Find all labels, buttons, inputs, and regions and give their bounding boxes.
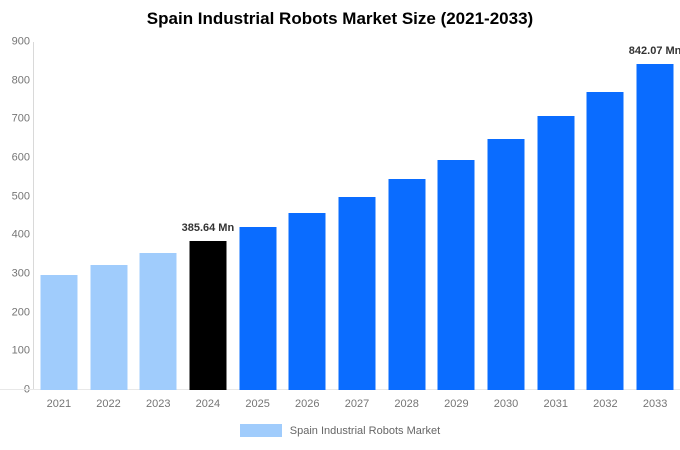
- bar-slot: [481, 42, 531, 390]
- chart-title: Spain Industrial Robots Market Size (202…: [146, 9, 534, 28]
- bar-slot: [531, 42, 581, 390]
- bar-value-label: 385.64 Mn: [181, 221, 235, 234]
- y-tick-label: 100: [11, 344, 30, 357]
- bar-2021[interactable]: [40, 275, 78, 390]
- y-tick-label: 800: [11, 74, 30, 87]
- y-tick-label: 900: [11, 35, 30, 48]
- bar-slot: [581, 42, 631, 390]
- y-tick-label: 0: [0, 384, 30, 396]
- x-axis-label: 2028: [394, 398, 419, 410]
- y-tick-label: 700: [11, 112, 30, 125]
- y-axis: 0 100 200 300 400 500 600 700 800 900: [0, 36, 30, 395]
- bar-value-label: 842.07 Mn: [628, 45, 680, 58]
- bar-2028[interactable]: [388, 178, 426, 390]
- bar-slot: [84, 42, 134, 390]
- x-axis-label: 2024: [195, 398, 221, 410]
- x-axis-label: 2030: [493, 398, 519, 410]
- bar-2024[interactable]: [189, 240, 227, 390]
- bar-2030[interactable]: [487, 139, 525, 390]
- bar-slot: [282, 42, 332, 390]
- bar-2027[interactable]: [338, 196, 376, 390]
- bars: 385.64 Mn 842.07 Mn: [34, 42, 680, 390]
- y-tick-label: 500: [11, 190, 30, 203]
- bar-2029[interactable]: [437, 159, 475, 390]
- x-axis-label: 2022: [96, 398, 121, 410]
- x-axis-label: 2023: [145, 398, 171, 410]
- bar-slot: 385.64 Mn: [181, 42, 235, 390]
- bar-slot: [133, 42, 183, 390]
- y-axis-line: [33, 42, 34, 390]
- y-tick-label: 300: [11, 267, 30, 280]
- bar-2033[interactable]: [636, 64, 674, 390]
- bar-slot: [332, 42, 382, 390]
- y-tick-label: 600: [11, 151, 30, 164]
- y-tick-label: 400: [11, 228, 30, 241]
- bar-slot: [233, 42, 283, 390]
- bar-slot: [432, 42, 482, 390]
- x-axis-label: 2033: [642, 398, 668, 410]
- bar-2022[interactable]: [90, 264, 128, 390]
- bar-slot: [382, 42, 432, 390]
- x-axis-label: 2026: [295, 398, 320, 410]
- legend[interactable]: Spain Industrial Robots Market: [0, 424, 680, 437]
- bar-slot: [34, 42, 84, 390]
- x-axis-label: 2031: [543, 398, 568, 410]
- bar-2026[interactable]: [288, 212, 326, 390]
- legend-label: Spain Industrial Robots Market: [289, 424, 441, 437]
- bar-2025[interactable]: [239, 227, 277, 390]
- bar-2032[interactable]: [586, 91, 624, 390]
- x-axis-label: 2032: [593, 398, 618, 410]
- x-axis-labels: 2021 2022 2023 2024 2025 2026 2027 2028 2029 2030…: [34, 398, 680, 410]
- bar-2031[interactable]: [537, 116, 575, 390]
- y-tick-label: 200: [11, 306, 30, 319]
- bar-slot: 842.07 Mn: [628, 42, 680, 390]
- x-axis-label: 2027: [344, 398, 370, 410]
- x-axis-label: 2029: [444, 398, 469, 410]
- plot-area: 0 100 200 300 400 500 600 700 800 900 385.64 Mn 84…: [0, 36, 680, 395]
- legend-swatch: [239, 424, 282, 437]
- x-axis-label: 2025: [245, 398, 270, 410]
- x-axis-label: 2021: [46, 398, 72, 410]
- bar-2023[interactable]: [139, 253, 177, 390]
